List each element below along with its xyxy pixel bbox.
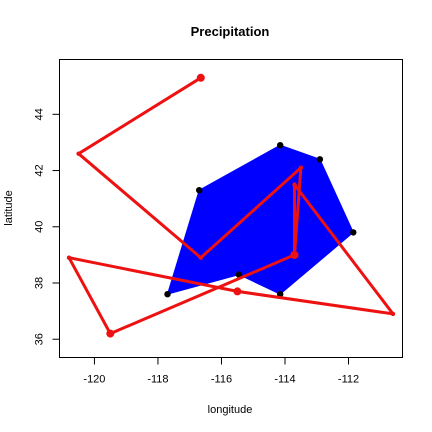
- polygon-point-2: [277, 142, 284, 149]
- path-point-8: [233, 287, 242, 296]
- y-tick-label-5: 44: [34, 108, 46, 120]
- path-point-2: [76, 151, 81, 156]
- x-axis-label: longitude: [208, 404, 253, 416]
- path-point-4: [298, 165, 304, 170]
- x-tick-label-3: -116: [211, 374, 232, 386]
- path-point-3: [198, 255, 203, 260]
- y-axis-label: latitude: [3, 190, 15, 225]
- x-tick-label-2: -118: [147, 374, 168, 386]
- path-point-7: [390, 311, 396, 317]
- y-tick-label-2: 38: [34, 277, 46, 289]
- chart-title: Precipitation: [191, 24, 270, 39]
- y-tick-label-4: 42: [34, 164, 46, 176]
- polygon-point-7: [164, 291, 171, 298]
- path-point-10: [106, 329, 115, 338]
- y-tick-label-1: 36: [34, 333, 46, 345]
- path-point-1: [196, 73, 205, 82]
- path-point-6: [292, 182, 297, 187]
- polygon-point-3: [316, 156, 324, 163]
- axis-layer: -120 -118 -116 -114 -112 36 38 40 42 44: [34, 108, 360, 385]
- polygon-point-1: [196, 187, 203, 194]
- plot-layer: [66, 73, 396, 338]
- polygon-point-5: [277, 291, 284, 298]
- polygon-area: [166, 144, 354, 295]
- x-tick-label-4: -114: [274, 374, 295, 386]
- path-point-11: [290, 250, 299, 259]
- x-tick-label-1: -120: [83, 374, 105, 386]
- plot-frame: [59, 59, 403, 358]
- polygon-point-4: [350, 229, 357, 236]
- path-point-9: [66, 255, 72, 260]
- x-tick-label-5: -112: [338, 374, 359, 386]
- y-tick-label-3: 40: [34, 221, 46, 233]
- polygon-point-6: [235, 271, 243, 278]
